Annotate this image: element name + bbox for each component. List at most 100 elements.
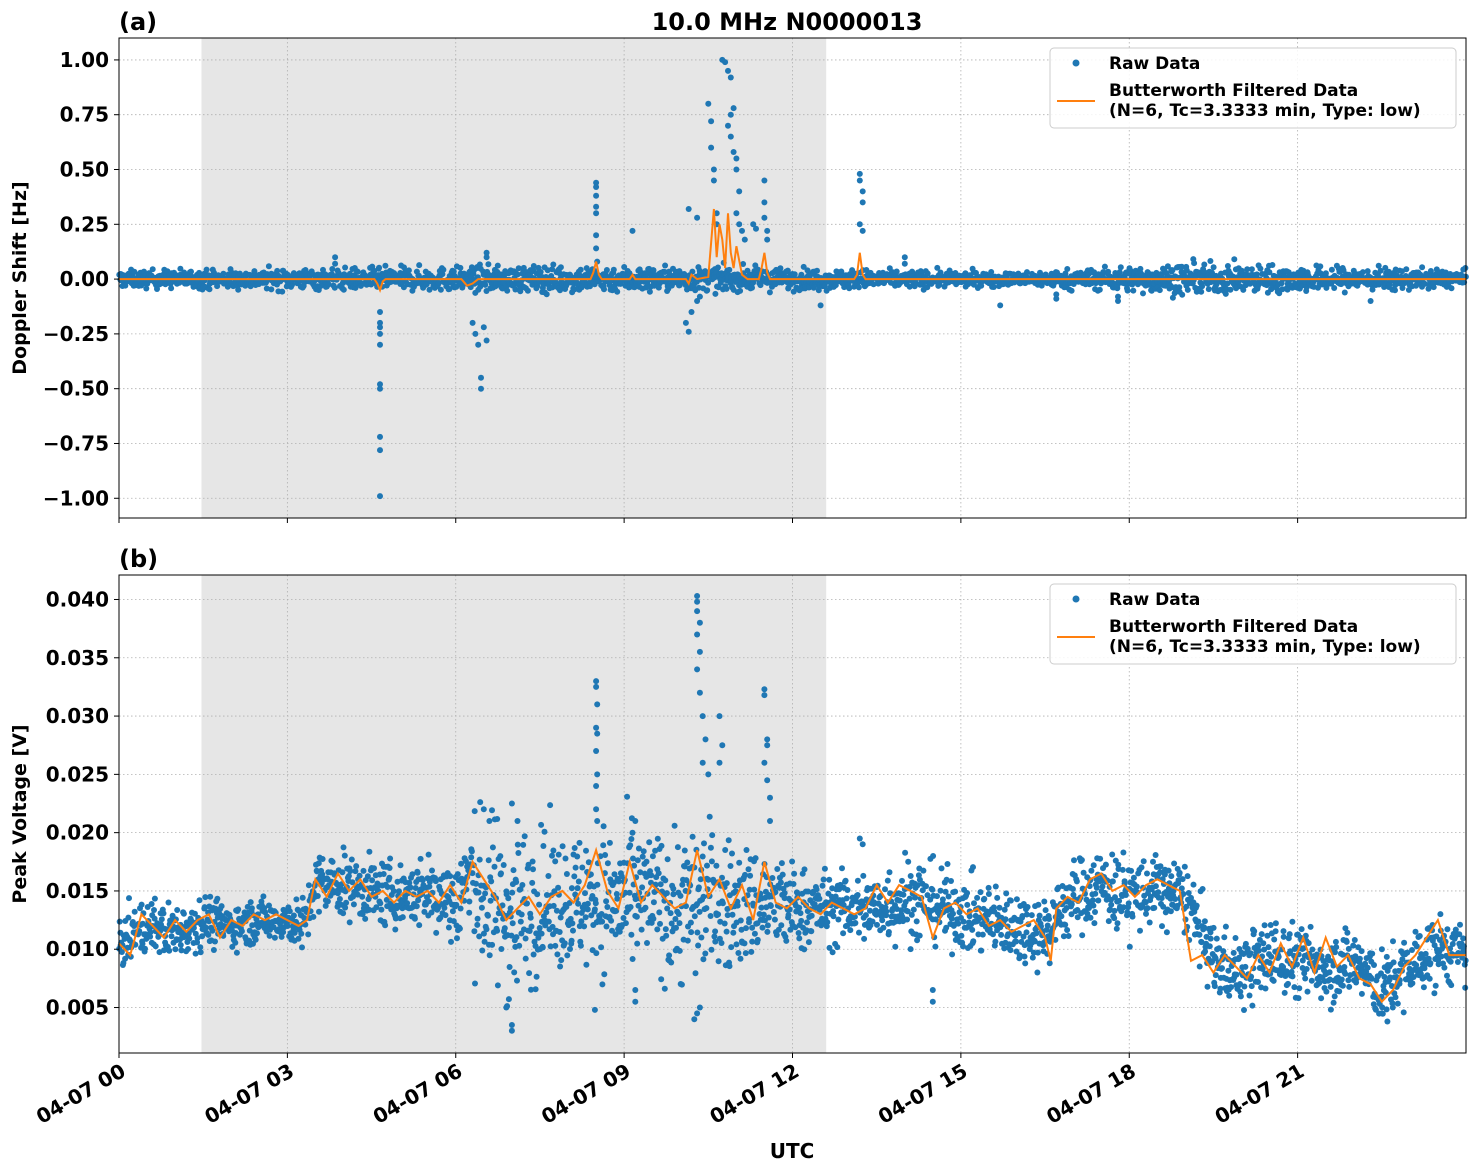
raw-data-point xyxy=(291,929,298,936)
raw-data-point xyxy=(1205,286,1212,293)
raw-data-point xyxy=(377,385,383,392)
raw-data-point xyxy=(1003,890,1010,897)
raw-data-point xyxy=(543,892,550,898)
raw-data-point xyxy=(800,263,807,270)
raw-data-point xyxy=(604,904,611,910)
raw-data-point xyxy=(835,916,842,923)
raw-data-point xyxy=(364,873,371,880)
raw-data-point xyxy=(1180,891,1187,897)
raw-data-point xyxy=(552,942,559,949)
raw-data-point xyxy=(274,267,281,274)
raw-data-point xyxy=(1097,855,1104,862)
raw-data-point xyxy=(664,856,671,863)
raw-data-point xyxy=(319,856,326,862)
raw-data-point xyxy=(454,871,461,878)
raw-data-point xyxy=(537,269,544,275)
raw-data-point xyxy=(692,970,699,977)
raw-data-point xyxy=(1272,920,1279,927)
raw-data-point xyxy=(643,858,650,865)
raw-data-point xyxy=(870,281,877,288)
raw-data-point xyxy=(736,221,743,228)
raw-data-point xyxy=(542,922,549,929)
raw-data-point xyxy=(454,935,460,942)
raw-data-point xyxy=(504,287,511,294)
raw-data-point xyxy=(1130,874,1137,881)
raw-data-point xyxy=(700,956,707,963)
raw-data-point xyxy=(893,268,900,275)
raw-data-point xyxy=(670,885,677,892)
raw-data-point xyxy=(832,893,839,900)
raw-data-point xyxy=(1193,902,1200,909)
raw-data-point xyxy=(1007,947,1014,954)
raw-data-point xyxy=(298,930,305,937)
raw-data-point xyxy=(842,877,849,884)
raw-data-point xyxy=(352,868,359,875)
raw-data-point xyxy=(1259,966,1266,972)
raw-data-point xyxy=(1140,858,1147,865)
raw-data-point xyxy=(675,911,682,917)
raw-data-point xyxy=(471,928,478,935)
raw-data-point xyxy=(992,883,999,890)
raw-data-point xyxy=(654,926,661,933)
raw-data-point xyxy=(562,855,569,862)
raw-data-point xyxy=(739,227,745,234)
raw-data-point xyxy=(290,912,297,919)
raw-data-point xyxy=(1137,927,1143,934)
raw-data-point xyxy=(785,912,792,918)
raw-data-point xyxy=(525,861,532,868)
raw-data-point xyxy=(550,261,557,268)
raw-data-point xyxy=(376,264,383,271)
raw-data-point xyxy=(151,907,157,913)
raw-data-point xyxy=(814,267,820,274)
raw-data-point xyxy=(630,855,636,862)
raw-data-point xyxy=(425,898,432,905)
raw-data-point xyxy=(392,926,399,933)
raw-data-point xyxy=(990,284,997,290)
raw-data-point xyxy=(1241,1007,1247,1013)
raw-data-point xyxy=(710,166,717,173)
raw-data-point xyxy=(340,910,347,917)
raw-data-point xyxy=(749,938,756,945)
raw-data-point xyxy=(937,887,944,894)
raw-data-point xyxy=(1031,938,1038,945)
raw-data-point xyxy=(615,878,622,885)
raw-data-point xyxy=(477,799,484,806)
raw-data-point xyxy=(349,879,356,886)
raw-data-point xyxy=(530,263,537,269)
raw-data-point xyxy=(1179,291,1186,298)
raw-data-point xyxy=(622,889,629,896)
raw-data-point xyxy=(906,895,913,902)
raw-data-point xyxy=(416,922,423,929)
raw-data-point xyxy=(1268,953,1275,960)
raw-data-point xyxy=(599,981,606,988)
raw-data-point xyxy=(194,939,201,946)
raw-data-point xyxy=(829,949,836,956)
raw-data-point xyxy=(392,915,399,922)
raw-data-point xyxy=(203,266,210,273)
raw-data-point xyxy=(912,894,919,901)
raw-data-point xyxy=(1196,931,1203,938)
raw-data-point xyxy=(591,906,598,913)
y-tick-label: −1.00 xyxy=(43,486,109,510)
raw-data-point xyxy=(1101,263,1108,270)
raw-data-point xyxy=(1181,863,1188,870)
raw-data-point xyxy=(1260,940,1267,947)
raw-data-point xyxy=(725,122,731,129)
raw-data-point xyxy=(494,927,501,934)
raw-data-point xyxy=(1276,290,1283,297)
raw-data-point xyxy=(165,899,172,906)
raw-data-point xyxy=(1033,930,1040,937)
raw-data-point xyxy=(988,269,995,275)
raw-data-point xyxy=(450,918,457,925)
raw-data-point xyxy=(196,897,203,904)
raw-data-point xyxy=(453,901,460,908)
raw-data-point xyxy=(541,828,548,835)
raw-data-point xyxy=(1157,869,1164,876)
raw-data-point xyxy=(727,74,734,81)
raw-data-point xyxy=(733,166,740,173)
raw-data-point xyxy=(1176,284,1183,291)
raw-data-point xyxy=(791,271,798,278)
raw-data-point xyxy=(1179,876,1186,883)
raw-data-point xyxy=(729,850,735,857)
raw-data-point xyxy=(371,865,377,872)
